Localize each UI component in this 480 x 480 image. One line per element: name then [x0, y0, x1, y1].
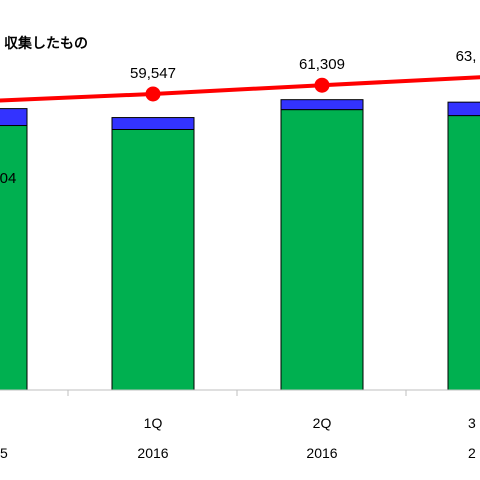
x-label-year-1: 2016 — [137, 445, 168, 461]
chart-title: 収集したもの — [4, 35, 88, 51]
x-label-year-2: 2016 — [306, 445, 337, 461]
bar-segment-0-1 — [111, 128, 195, 391]
bar-segment-1-0 — [0, 108, 28, 127]
total-label-3: 63, — [456, 48, 477, 65]
total-label-2: 61,309 — [299, 56, 345, 73]
x-label-year-3: 2 — [468, 445, 476, 461]
x-label-quarter-2: 2Q — [313, 415, 332, 431]
total-label-1: 59,547 — [130, 65, 176, 82]
bars-group — [0, 99, 480, 391]
x-label-year-0: 5 — [0, 445, 8, 461]
bar-segment-0-2 — [280, 109, 364, 391]
bar-segment-1-3 — [447, 101, 480, 117]
x-ticks-group — [67, 390, 407, 396]
x-label-quarter-1: 1Q — [144, 415, 163, 431]
total-label-0: 04 — [0, 170, 16, 187]
bar-segment-1-1 — [111, 117, 195, 130]
bar-segment-0-0 — [0, 125, 28, 391]
total-marker-2 — [314, 77, 330, 93]
x-labels-group: 5 1Q 2016 2Q 2016 3 2 — [0, 415, 476, 461]
bar-segment-0-3 — [447, 115, 480, 391]
bar-segment-1-2 — [280, 99, 364, 111]
total-line-group: 04 59,547 61,309 63, — [0, 48, 480, 187]
total-marker-1 — [145, 86, 161, 102]
total-line — [0, 75, 480, 103]
x-label-quarter-3: 3 — [468, 415, 476, 431]
